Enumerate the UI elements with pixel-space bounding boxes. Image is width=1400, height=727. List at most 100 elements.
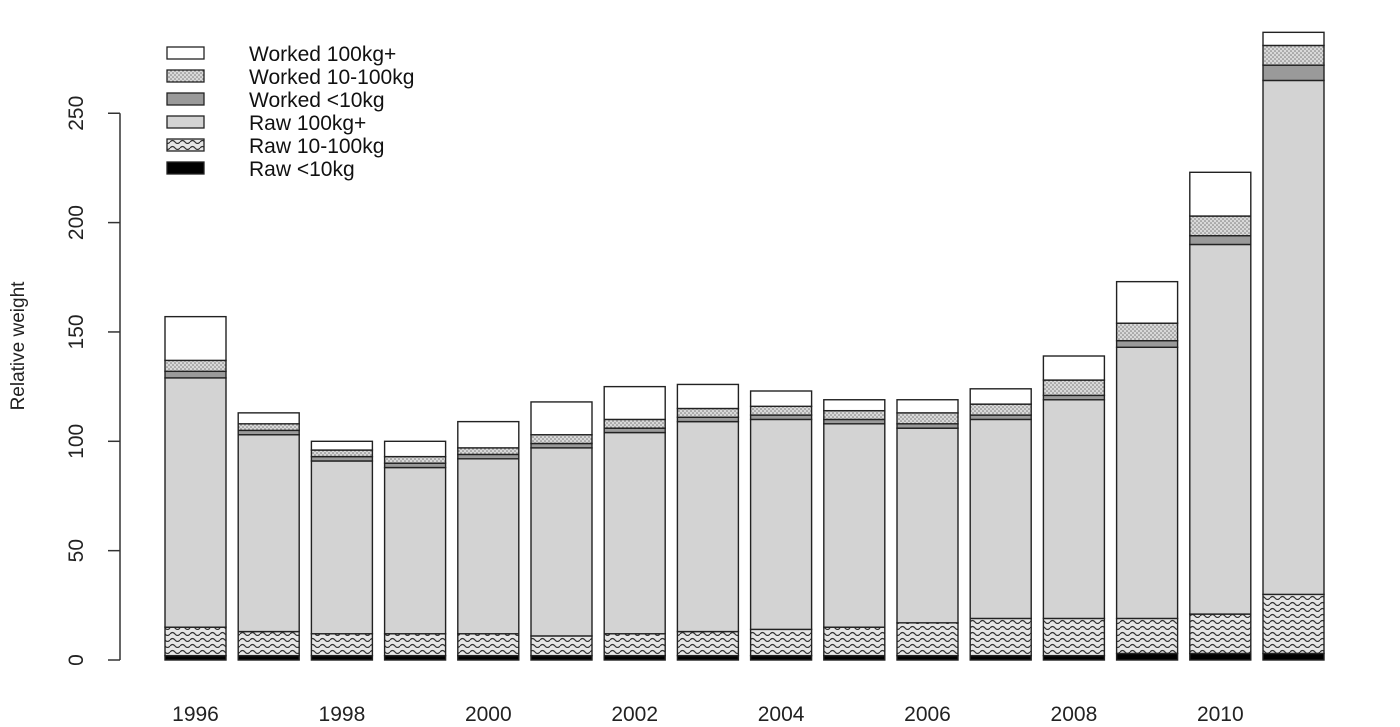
bar-segment-worked-100kg-: [749, 390, 813, 408]
bar-segment-raw-100kg-: [676, 420, 740, 633]
bar-segment-worked-100kg-: [237, 412, 300, 425]
bar-segment-worked-100kg-: [457, 420, 520, 449]
bar-segment-raw-100kg-: [457, 458, 520, 635]
legend-label: Raw 100kg+: [249, 112, 366, 135]
bar-segment-raw-100kg-: [1189, 243, 1252, 615]
bar-segment-raw-100kg-: [530, 447, 593, 637]
y-tick-label: 150: [65, 314, 88, 349]
bar-segment-worked-10-100kg: [383, 455, 447, 464]
x-tick-label: 2008: [1051, 703, 1098, 726]
bars-group: [164, 31, 1325, 661]
bar-segment-raw-100kg-: [969, 418, 1032, 620]
y-tick-label: 200: [65, 205, 88, 240]
bar-segment-raw-10-100kg: [1189, 613, 1252, 655]
y-tick-label: 250: [65, 96, 88, 131]
bar-segment-raw-10-100kg: [969, 617, 1032, 657]
bar-segment-raw-100kg-: [383, 466, 447, 635]
bar-segment-worked-100kg-: [603, 385, 666, 421]
bar-stack-2002: [603, 385, 666, 661]
bar-segment-worked-100kg-: [1262, 31, 1325, 47]
bar-stack-2008: [1042, 355, 1106, 661]
x-tick-label: 1998: [319, 703, 366, 726]
x-tick-label: 2006: [904, 703, 951, 726]
bar-segment-raw-10-100kg: [896, 622, 959, 657]
bar-segment-worked-100kg-: [383, 440, 447, 458]
bar-stack-2009: [1115, 280, 1179, 661]
bar-stack-1997: [237, 412, 300, 661]
bar-stack-2007: [969, 388, 1032, 661]
bar-segment-worked-100kg-: [1042, 355, 1106, 381]
x-tick-label: 2010: [1197, 703, 1244, 726]
legend-swatch: [166, 161, 205, 175]
bar-segment-worked-10-100kg: [823, 409, 886, 421]
legend-label: Raw 10-100kg: [249, 135, 384, 158]
bar-segment-worked-10-100kg: [676, 407, 740, 418]
bar-segment-raw-10-100kg: [164, 626, 227, 657]
bar-segment-raw-100kg-: [896, 427, 959, 624]
bar-segment-raw-10kg: [1262, 652, 1325, 661]
bar-segment-raw-10-100kg: [823, 626, 886, 657]
bar-segment-worked-10-100kg: [1262, 44, 1325, 66]
bar-stack-1999: [383, 440, 447, 661]
legend-swatch: [166, 92, 205, 106]
legend-label: Worked <10kg: [249, 89, 385, 112]
bar-stack-2004: [749, 390, 813, 661]
bar-stack-2006: [896, 399, 959, 661]
bar-segment-raw-10-100kg: [1115, 617, 1179, 655]
bar-stack-1998: [310, 440, 374, 661]
bar-segment-worked-10-100kg: [237, 423, 300, 432]
bar-stack-2005: [823, 399, 886, 661]
bar-segment-worked-10-100kg: [603, 418, 666, 429]
bar-segment-raw-100kg-: [603, 431, 666, 635]
x-tick-label: 2000: [465, 703, 512, 726]
bar-segment-worked-10kg: [1115, 339, 1179, 348]
legend-label: Worked 100kg+: [249, 43, 396, 66]
bar-segment-worked-100kg-: [676, 383, 740, 410]
bar-segment-raw-10-100kg: [237, 630, 300, 657]
x-tick-label: 1996: [172, 703, 219, 726]
bar-segment-worked-10-100kg: [1115, 322, 1179, 342]
bar-segment-raw-100kg-: [164, 377, 227, 628]
bar-segment-worked-100kg-: [896, 399, 959, 414]
bar-stack-1996: [164, 315, 227, 661]
bar-segment-worked-10-100kg: [749, 405, 813, 416]
bar-segment-raw-10-100kg: [457, 633, 520, 657]
y-axis: 0 50 100 150 200 250: [65, 96, 121, 666]
bar-segment-raw-100kg-: [1115, 346, 1179, 620]
y-tick-label: 100: [65, 424, 88, 459]
bar-segment-raw-10-100kg: [676, 630, 740, 657]
bar-segment-raw-10-100kg: [603, 633, 666, 657]
bar-segment-worked-10-100kg: [164, 359, 227, 373]
legend-swatch: [166, 115, 205, 129]
y-axis-title: Relative weight: [8, 281, 29, 411]
bar-segment-worked-10-100kg: [310, 449, 374, 458]
bar-segment-raw-100kg-: [1042, 399, 1106, 620]
legend-label: Raw <10kg: [249, 158, 355, 181]
bar-segment-worked-10-100kg: [530, 434, 593, 445]
bar-segment-worked-10-100kg: [896, 412, 959, 425]
bar-segment-raw-100kg-: [237, 434, 300, 633]
bar-stack-2003: [676, 383, 740, 661]
bar-segment-worked-10kg: [1262, 64, 1325, 82]
bar-segment-raw-10-100kg: [310, 633, 374, 657]
bar-segment-raw-10-100kg: [1042, 617, 1106, 657]
bar-segment-raw-100kg-: [310, 460, 374, 635]
legend-swatch: [166, 138, 205, 152]
bar-segment-worked-100kg-: [969, 388, 1032, 405]
bar-segment-raw-100kg-: [823, 423, 886, 628]
bar-stack-2010: [1189, 171, 1252, 661]
bar-segment-raw-10-100kg: [530, 635, 593, 657]
bar-segment-worked-100kg-: [1189, 171, 1252, 217]
bar-segment-raw-10-100kg: [1262, 593, 1325, 655]
legend-label: Worked 10-100kg: [249, 66, 414, 89]
bar-segment-raw-10-100kg: [749, 628, 813, 657]
bar-segment-worked-100kg-: [310, 440, 374, 451]
bar-segment-raw-100kg-: [749, 418, 813, 631]
x-tick-label: 2002: [611, 703, 658, 726]
bar-segment-worked-100kg-: [530, 401, 593, 436]
bar-segment-raw-10-100kg: [383, 633, 447, 657]
bar-segment-worked-10-100kg: [1042, 379, 1106, 397]
